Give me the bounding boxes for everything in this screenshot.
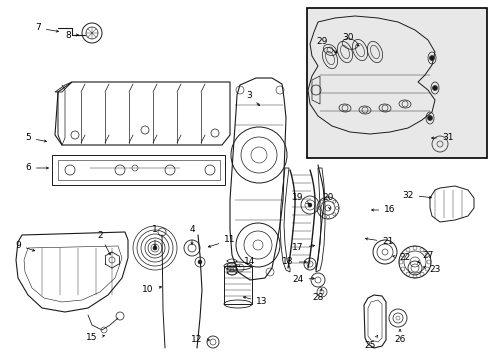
Text: 12: 12 (191, 336, 209, 345)
Circle shape (431, 85, 437, 90)
Bar (224, 266, 251, 304)
Text: 20: 20 (322, 194, 333, 209)
Text: 24: 24 (292, 275, 314, 284)
Text: 13: 13 (243, 296, 267, 306)
Text: 23: 23 (423, 266, 440, 274)
Text: 11: 11 (208, 235, 235, 247)
Text: 19: 19 (292, 194, 308, 203)
Text: 8: 8 (65, 31, 78, 40)
Text: 14: 14 (238, 257, 255, 267)
Text: 29: 29 (316, 37, 336, 53)
Text: 31: 31 (431, 134, 453, 143)
Text: 18: 18 (282, 257, 306, 266)
Text: 6: 6 (25, 163, 48, 172)
Circle shape (307, 203, 311, 207)
Text: 9: 9 (15, 240, 35, 251)
Text: 21: 21 (365, 238, 393, 247)
Circle shape (427, 116, 431, 121)
Text: 27: 27 (416, 251, 433, 263)
Text: 26: 26 (393, 329, 405, 345)
Text: 17: 17 (292, 243, 314, 252)
Text: 4: 4 (189, 225, 194, 244)
Text: 3: 3 (245, 90, 259, 105)
Text: 22: 22 (392, 253, 410, 262)
Circle shape (153, 246, 157, 250)
Circle shape (198, 260, 202, 264)
Text: 2: 2 (97, 230, 110, 255)
Text: 25: 25 (364, 336, 377, 350)
Text: 10: 10 (142, 285, 161, 294)
Text: 5: 5 (25, 134, 46, 143)
Bar (306, 8, 486, 158)
Text: 16: 16 (371, 206, 395, 215)
Circle shape (428, 55, 434, 60)
Text: 32: 32 (402, 190, 430, 199)
Text: 1: 1 (152, 225, 158, 247)
Text: 28: 28 (312, 288, 323, 302)
Text: 15: 15 (86, 333, 104, 342)
Text: 7: 7 (35, 23, 59, 32)
Text: 30: 30 (342, 33, 358, 46)
